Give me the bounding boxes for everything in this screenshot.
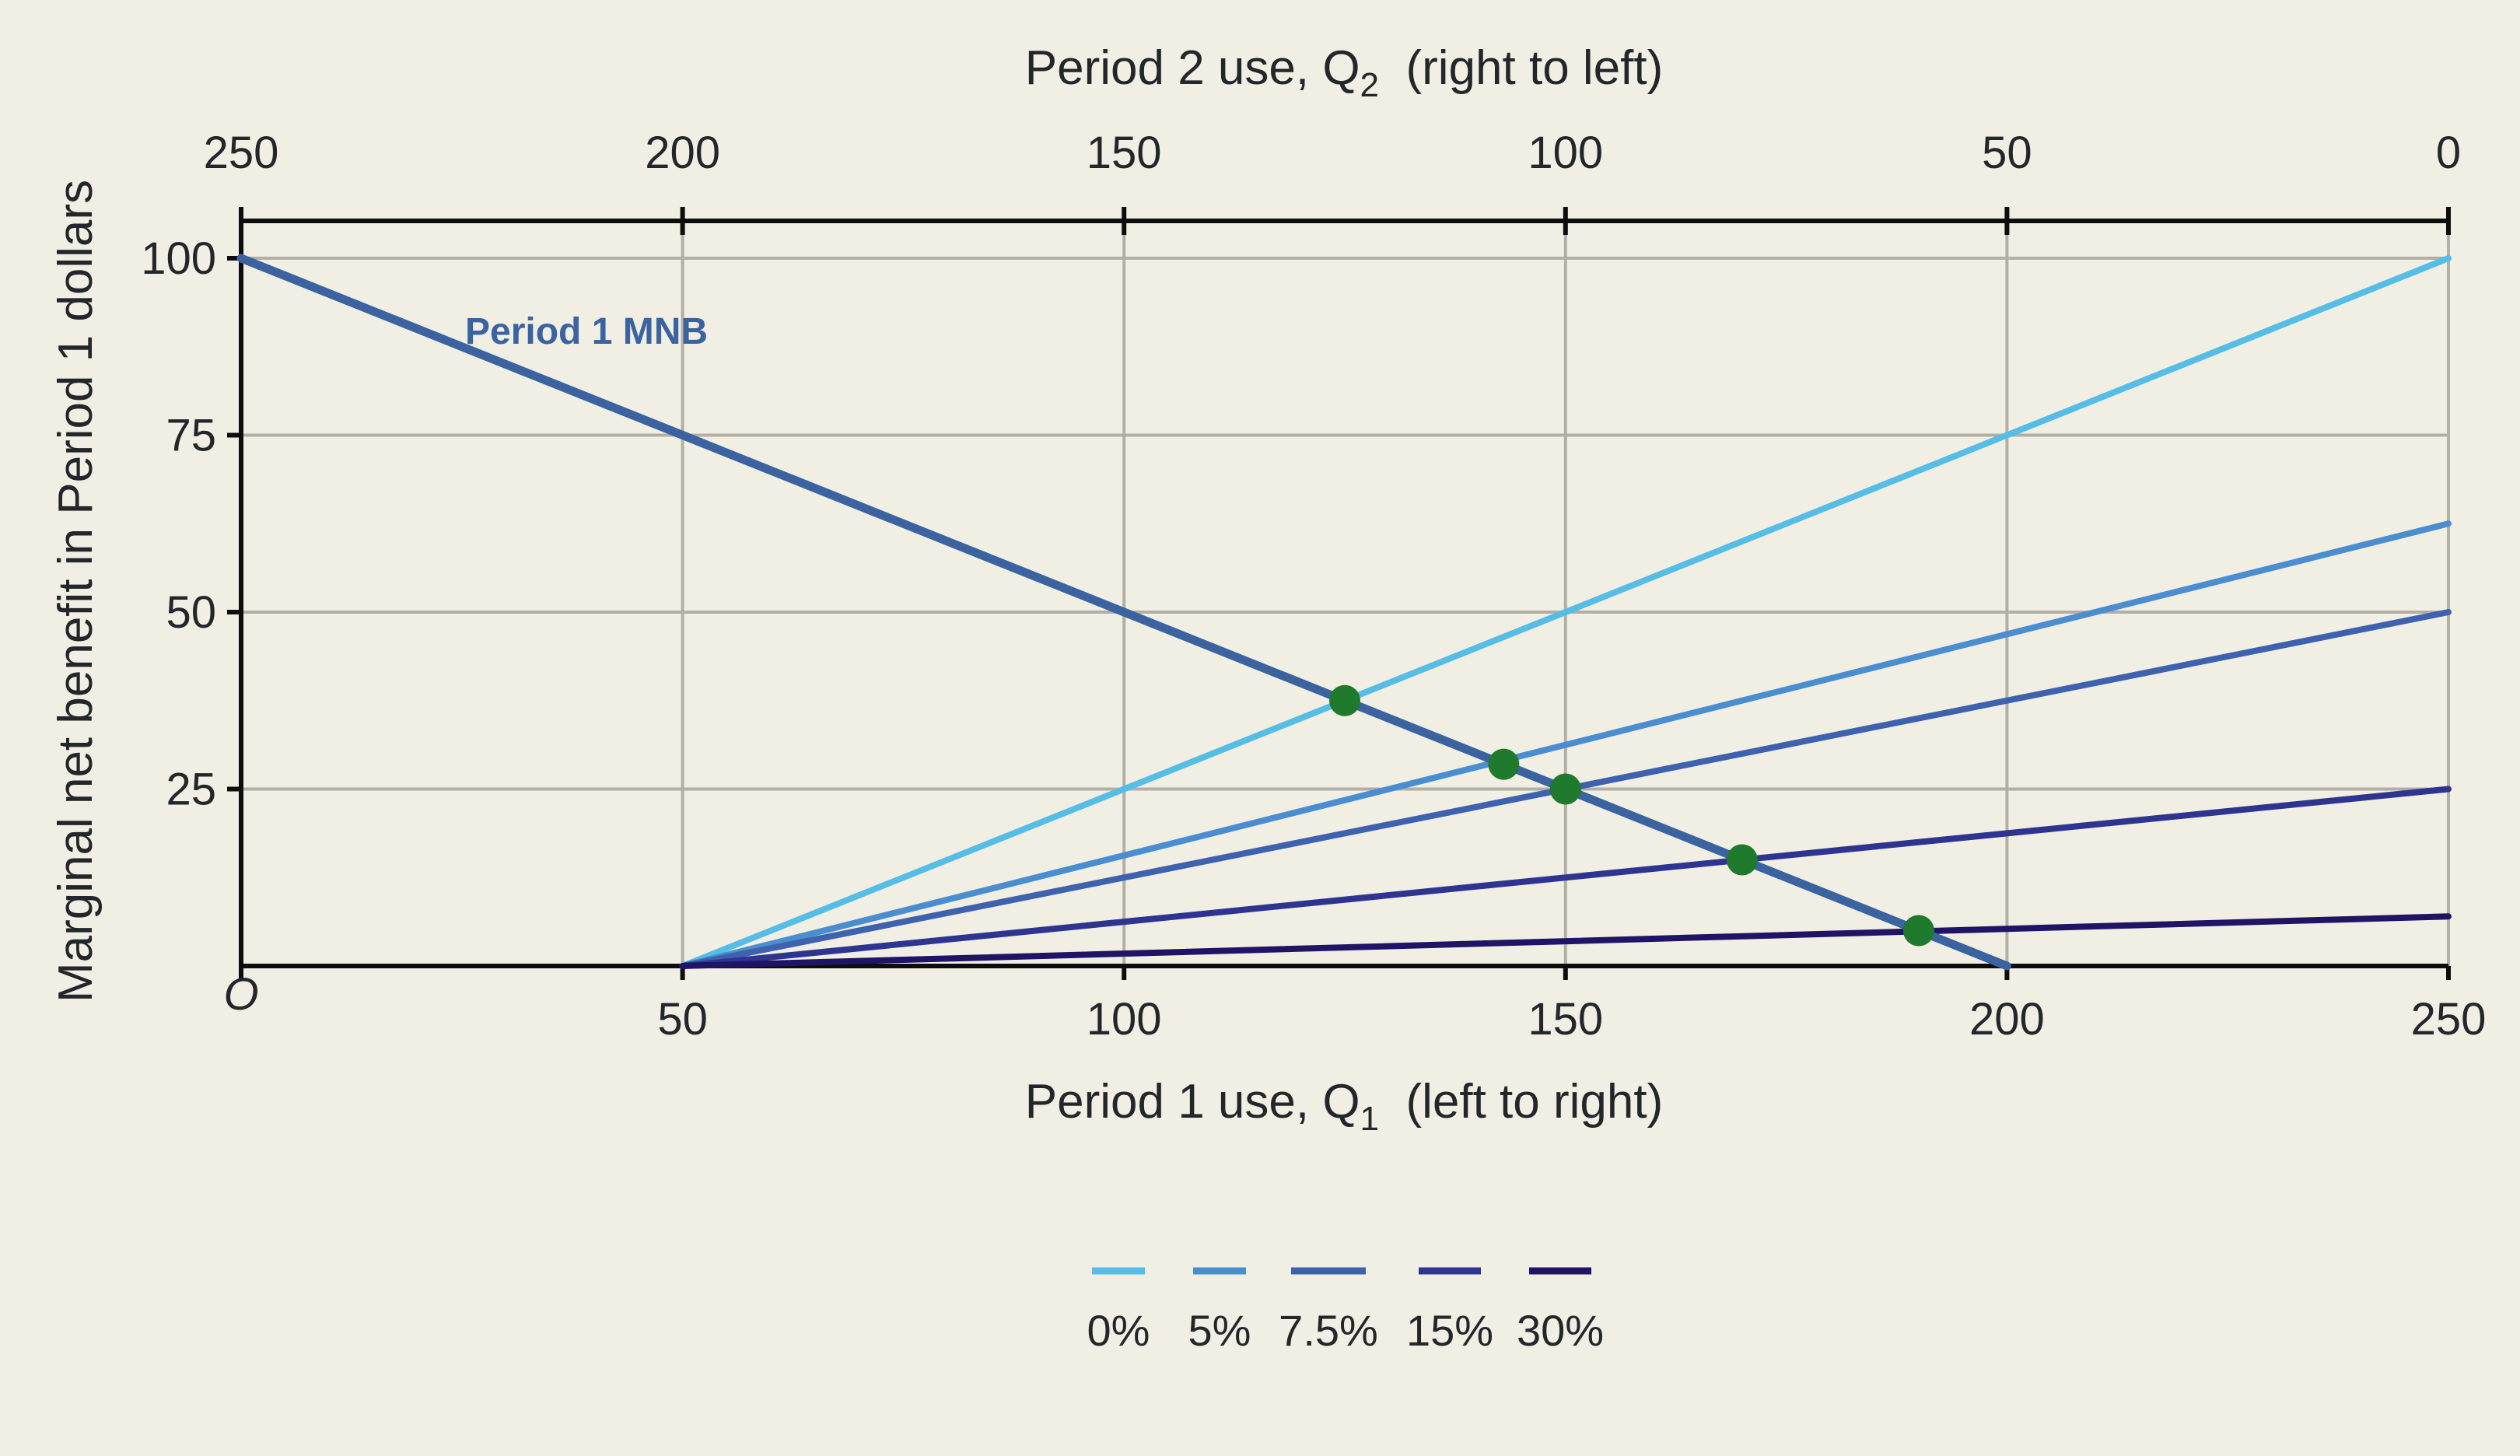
y-tick-label: 100 — [141, 233, 216, 284]
x-top-tick-label: 100 — [1528, 128, 1603, 178]
x-bottom-tick-label: 50 — [657, 994, 708, 1045]
axes: O 50 100 150 200 250 250 200 150 100 50 0 25 50 75 100 — [141, 128, 2486, 1045]
intersection-point — [1902, 915, 1934, 947]
x-top-tick-label: 250 — [204, 128, 279, 178]
y-axis-title: Marginal net benefit in Period 1 dollars — [49, 180, 103, 1003]
x-top-tick-label: 0 — [2436, 128, 2461, 178]
x-top-tick-label: 150 — [1087, 128, 1162, 178]
legend-label: 15% — [1406, 1306, 1493, 1355]
axis-labels: Period 2 use, Q2 (right to left) Period … — [49, 41, 1663, 1138]
top-axis-title: Period 2 use, Q2 (right to left) — [1025, 41, 1664, 104]
mnb-label: Period 1 MNB — [465, 311, 708, 352]
legend-label: 7.5% — [1279, 1306, 1378, 1355]
x-bottom-tick-label: 250 — [2411, 994, 2487, 1045]
intersection-point — [1549, 773, 1581, 805]
grid — [241, 221, 2450, 966]
y-tick-label: 25 — [166, 765, 216, 815]
legend-label: 30% — [1517, 1306, 1604, 1355]
intersection-point — [1726, 844, 1758, 876]
x-bottom-tick-label: 100 — [1087, 994, 1162, 1045]
y-tick-label: 50 — [166, 587, 216, 638]
series-line-15pct — [679, 786, 2452, 969]
x-bottom-tick-label: O — [223, 969, 258, 1020]
x-top-tick-label: 200 — [645, 128, 720, 178]
bottom-axis-title: Period 1 use, Q1 (left to right) — [1025, 1075, 1664, 1138]
intersection-point — [1329, 684, 1360, 716]
legend: 0% 5% 7.5% 15% 30% — [1087, 1267, 1604, 1355]
x-top-tick-label: 50 — [1982, 128, 2032, 178]
series-line-5pct — [679, 520, 2452, 969]
x-bottom-tick-label: 200 — [1969, 994, 2045, 1045]
series-line-0pct — [679, 255, 2452, 969]
legend-label: 5% — [1188, 1306, 1251, 1355]
plot-area — [236, 254, 2452, 971]
mnb-line — [236, 254, 2011, 971]
y-tick-label: 75 — [166, 411, 216, 461]
series-line-30pct — [679, 913, 2452, 969]
intersection-point — [1488, 748, 1520, 780]
legend-label: 0% — [1087, 1306, 1150, 1355]
x-bottom-tick-label: 150 — [1528, 994, 1603, 1045]
